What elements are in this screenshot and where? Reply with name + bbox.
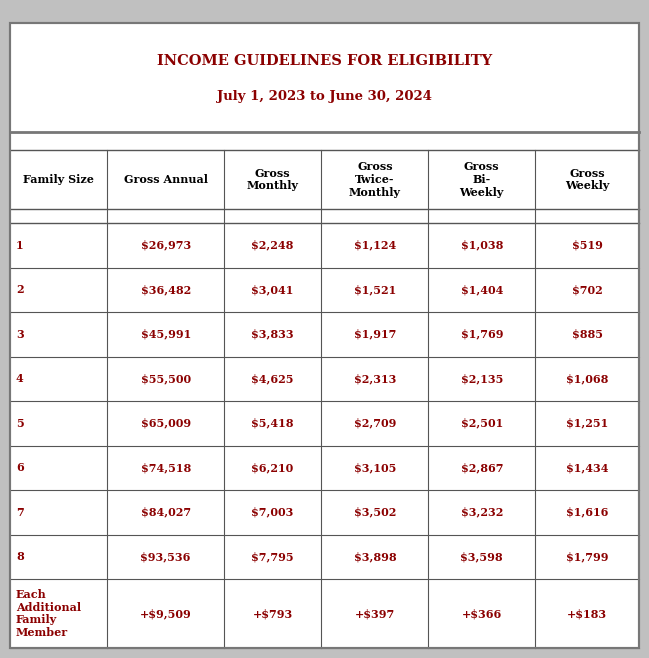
Text: 6: 6 bbox=[16, 463, 24, 473]
Text: +$9,509: +$9,509 bbox=[140, 608, 191, 619]
Text: $1,068: $1,068 bbox=[566, 373, 608, 384]
Text: $3,041: $3,041 bbox=[251, 284, 294, 295]
Text: $93,536: $93,536 bbox=[140, 551, 191, 563]
Text: $3,898: $3,898 bbox=[354, 551, 396, 563]
Text: $4,625: $4,625 bbox=[251, 373, 294, 384]
Text: 5: 5 bbox=[16, 418, 24, 429]
Text: $55,500: $55,500 bbox=[141, 373, 191, 384]
Text: +$793: +$793 bbox=[252, 608, 293, 619]
Text: $1,521: $1,521 bbox=[354, 284, 396, 295]
Text: 1: 1 bbox=[16, 240, 23, 251]
Text: $2,248: $2,248 bbox=[251, 240, 294, 251]
Text: 2: 2 bbox=[16, 284, 23, 295]
Text: $74,518: $74,518 bbox=[141, 463, 191, 473]
Text: INCOME GUIDELINES FOR ELIGIBILITY: INCOME GUIDELINES FOR ELIGIBILITY bbox=[157, 54, 492, 68]
Text: $702: $702 bbox=[572, 284, 602, 295]
Text: $84,027: $84,027 bbox=[141, 507, 191, 518]
Text: $1,616: $1,616 bbox=[566, 507, 608, 518]
Text: Gross
Weekly: Gross Weekly bbox=[565, 168, 609, 191]
Text: 4: 4 bbox=[16, 373, 24, 384]
Text: 3: 3 bbox=[16, 329, 24, 340]
Text: $2,135: $2,135 bbox=[461, 373, 503, 384]
Text: $7,795: $7,795 bbox=[251, 551, 294, 563]
Text: Each
Additional
Family
Member: Each Additional Family Member bbox=[16, 589, 81, 638]
Text: Gross Annual: Gross Annual bbox=[124, 174, 208, 185]
Text: $1,404: $1,404 bbox=[461, 284, 503, 295]
Text: $26,973: $26,973 bbox=[141, 240, 191, 251]
Text: $36,482: $36,482 bbox=[141, 284, 191, 295]
Text: 8: 8 bbox=[16, 551, 24, 563]
Text: $519: $519 bbox=[572, 240, 602, 251]
Text: $2,501: $2,501 bbox=[461, 418, 503, 429]
Text: $1,124: $1,124 bbox=[354, 240, 396, 251]
Text: $885: $885 bbox=[572, 329, 603, 340]
Text: July 1, 2023 to June 30, 2024: July 1, 2023 to June 30, 2024 bbox=[217, 89, 432, 103]
Text: $5,418: $5,418 bbox=[251, 418, 294, 429]
Text: $2,709: $2,709 bbox=[354, 418, 396, 429]
Text: $1,038: $1,038 bbox=[461, 240, 503, 251]
Text: +$366: +$366 bbox=[461, 608, 502, 619]
Text: $2,313: $2,313 bbox=[354, 373, 396, 384]
Text: $1,434: $1,434 bbox=[566, 463, 608, 473]
Text: $7,003: $7,003 bbox=[251, 507, 294, 518]
Text: Gross
Bi-
Weekly: Gross Bi- Weekly bbox=[459, 161, 504, 198]
Text: $3,232: $3,232 bbox=[461, 507, 503, 518]
Text: $3,833: $3,833 bbox=[251, 329, 294, 340]
Text: $1,799: $1,799 bbox=[566, 551, 608, 563]
Text: Gross
Monthly: Gross Monthly bbox=[247, 168, 299, 191]
Text: Gross
Twice-
Monthly: Gross Twice- Monthly bbox=[349, 161, 401, 198]
Text: $1,917: $1,917 bbox=[354, 329, 396, 340]
Text: $3,502: $3,502 bbox=[354, 507, 396, 518]
Text: $6,210: $6,210 bbox=[251, 463, 294, 473]
Text: 7: 7 bbox=[16, 507, 24, 518]
Text: $3,105: $3,105 bbox=[354, 463, 396, 473]
Text: $1,251: $1,251 bbox=[566, 418, 608, 429]
Text: +$397: +$397 bbox=[355, 608, 395, 619]
Text: $1,769: $1,769 bbox=[461, 329, 503, 340]
Text: $45,991: $45,991 bbox=[141, 329, 191, 340]
Text: +$183: +$183 bbox=[567, 608, 607, 619]
Text: Family Size: Family Size bbox=[23, 174, 94, 185]
Text: $65,009: $65,009 bbox=[141, 418, 191, 429]
Text: $3,598: $3,598 bbox=[460, 551, 503, 563]
Text: $2,867: $2,867 bbox=[461, 463, 503, 473]
